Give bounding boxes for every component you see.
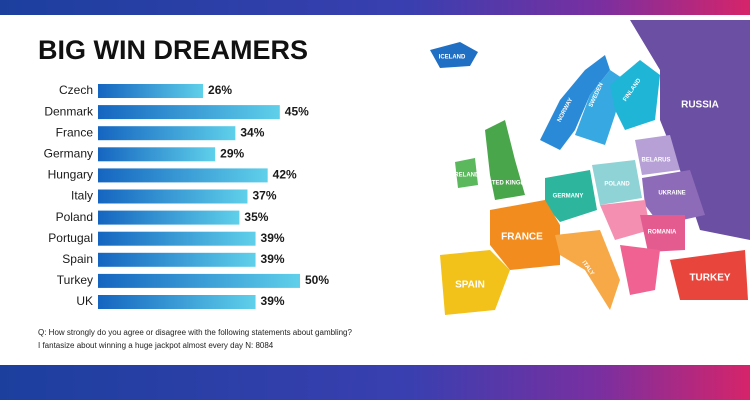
map-label: ICELAND (439, 55, 466, 61)
category-label: Poland (56, 210, 93, 224)
category-label: France (56, 125, 94, 139)
map-label: RUSSIA (681, 100, 719, 111)
category-label: Denmark (44, 104, 94, 118)
bar (98, 295, 256, 309)
category-label: UK (76, 294, 93, 308)
map-label: BELARUS (641, 158, 670, 164)
category-label: Italy (71, 189, 93, 203)
map (430, 20, 750, 315)
bar (98, 231, 256, 246)
top-stripe (0, 0, 750, 15)
value-label: 45% (285, 104, 309, 118)
map-label: GERMANY (553, 194, 584, 200)
value-label: 34% (240, 125, 264, 139)
category-label: Czech (59, 83, 93, 97)
category-label: Hungary (48, 168, 93, 182)
footnote: Q: How strongly do you agree or disagree… (38, 328, 353, 337)
value-label: 37% (252, 189, 276, 203)
category-label: Portugal (48, 231, 93, 245)
bar (98, 147, 216, 162)
map-label: POLAND (604, 182, 630, 188)
value-label: 39% (261, 231, 285, 245)
value-label: 39% (261, 252, 285, 266)
bar (98, 252, 256, 267)
bar (98, 168, 268, 183)
bottom-stripe (0, 365, 750, 400)
value-label: 35% (244, 210, 268, 224)
map-label: TURKEY (689, 273, 730, 284)
bar (98, 210, 240, 225)
map-label: IRELAND (453, 173, 480, 179)
value-label: 39% (261, 294, 285, 308)
map-label: ROMANIA (648, 230, 677, 236)
value-label: 50% (305, 273, 329, 287)
chart-title: BIG WIN DREAMERS (38, 35, 308, 65)
map-label: UKRAINE (658, 191, 685, 197)
bar (98, 189, 248, 204)
value-label: 26% (208, 83, 232, 97)
bar (98, 84, 204, 98)
bar (98, 105, 280, 120)
map-label: SPAIN (455, 280, 485, 291)
bar (98, 273, 300, 288)
map-label: UNITED KINGDOM (482, 181, 535, 187)
value-label: 29% (220, 146, 244, 160)
category-label: Germany (44, 146, 93, 160)
map-label: FRANCE (501, 232, 543, 243)
footnote: I fantasize about winning a huge jackpot… (38, 341, 274, 350)
category-label: Spain (62, 252, 93, 266)
value-label: 42% (273, 168, 297, 182)
bar (98, 126, 236, 141)
category-label: Turkey (57, 273, 93, 287)
